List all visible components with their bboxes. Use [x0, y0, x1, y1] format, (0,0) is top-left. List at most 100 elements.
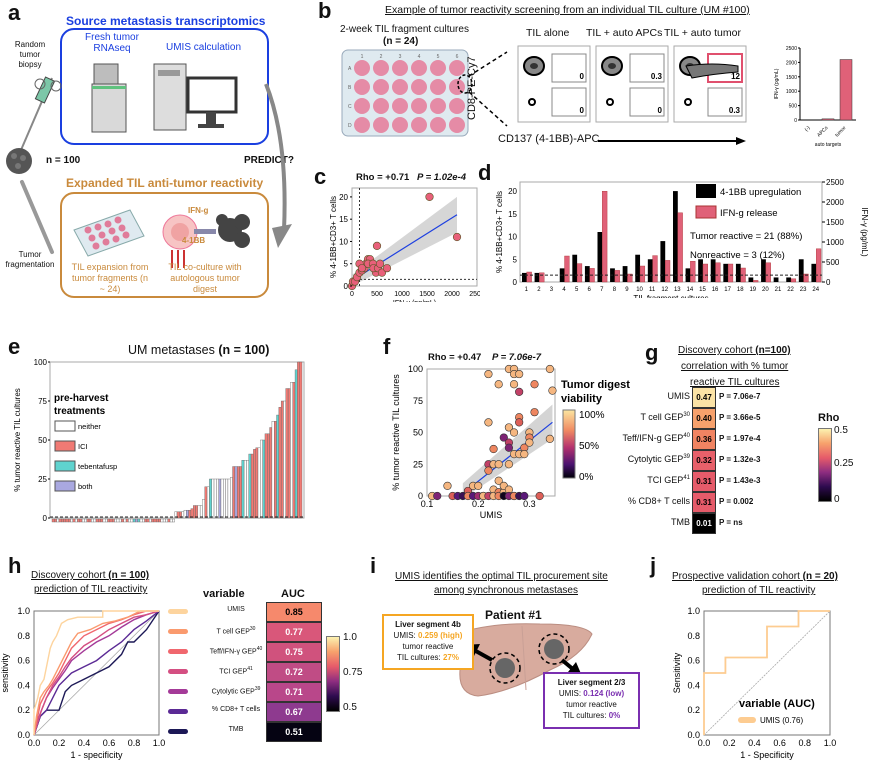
d-bar-ifn: [690, 260, 696, 283]
c-ytick-label: 10: [339, 237, 348, 246]
f-ytick-label: 50: [413, 428, 423, 438]
e-bar: [294, 369, 298, 519]
e-bar: [243, 460, 247, 519]
h-xtick-label: 0.6: [103, 738, 116, 748]
e-bar: [264, 433, 268, 519]
g-row-sup: 41: [683, 475, 690, 481]
j-diagonal: [703, 610, 831, 736]
e-bar: [211, 478, 215, 519]
f-point: [499, 433, 508, 442]
e-bar: [100, 518, 104, 523]
plate-well: [354, 98, 370, 114]
h-auc-cell: 0.85: [266, 602, 322, 622]
flow-contour-activated: [685, 63, 739, 79]
panel-f-label: f: [383, 334, 391, 359]
e-bar: [81, 518, 85, 523]
d-xtick-label: 22: [787, 287, 794, 293]
e-bar: [257, 447, 261, 519]
plate-well: [392, 98, 408, 114]
flow-contour-lower: [528, 98, 536, 106]
g-row-label: Cytolytic GEP39: [627, 454, 690, 464]
flow-x-arrow: [598, 137, 746, 145]
seg4b-line3: tumor reactive: [402, 642, 454, 651]
j-xtick-label: 0.6: [773, 738, 786, 748]
plate-well: [411, 117, 427, 133]
f-point: [504, 460, 514, 469]
g-pvalue: P = 7.06e-7: [719, 392, 761, 401]
e-bar: [116, 518, 120, 523]
h-ytick-label: 0.6: [17, 656, 30, 666]
e-legend-label: neither: [78, 422, 101, 431]
e-bar: [130, 518, 134, 523]
e-legend-label: tebentafusp: [78, 462, 117, 471]
j-ylabel: Sensitivity: [672, 652, 682, 693]
f-point: [474, 481, 483, 490]
d-xtick-label: 7: [600, 287, 604, 293]
f-xlabel: UMIS: [480, 510, 503, 520]
f-point: [484, 466, 493, 475]
c-xtick-label: 1000: [394, 291, 410, 298]
e-bar: [153, 518, 157, 523]
h-row-label: TCI GEP41: [219, 666, 253, 676]
e-title-bold: (n = 100): [218, 343, 270, 357]
h-xtick-label: 1.0: [153, 738, 166, 748]
d-xtick-label: 5: [575, 287, 579, 293]
flow-gate-upper: [629, 53, 665, 83]
g-heatmap: UMIS 0.47 P = 7.06e-7 T cell GEP30 0.40 P = 3…: [600, 387, 800, 547]
seg4b-umis-value: 0.259 (high): [418, 631, 463, 640]
e-bar: [109, 518, 113, 523]
e-bar: [220, 478, 224, 519]
h-auc-header: AUC: [281, 588, 305, 600]
d-bar-ifn: [665, 260, 671, 283]
f-cbar-title-1: Tumor digest: [561, 379, 630, 391]
b-xtick-label: (-): [804, 125, 812, 133]
e-bar: [121, 518, 124, 523]
seg4b-umis: UMIS: 0.259 (high): [384, 630, 472, 641]
d-ytick-right: 1500: [826, 218, 844, 227]
d-bar-ifn: [539, 272, 545, 283]
e-bar: [297, 361, 300, 519]
c-pval: P = 1.02e-4: [417, 172, 467, 183]
d-ytick-right: 2500: [826, 178, 844, 187]
plate-row-label: B: [348, 85, 352, 91]
f-point: [504, 423, 514, 432]
plate-col-label: 2: [380, 54, 383, 60]
h-title-1: Discovery cohort (n = 100): [31, 570, 149, 581]
g-pvalue: P = ns: [719, 518, 743, 527]
plate-well: [449, 117, 465, 133]
panel-c-label: c: [314, 164, 327, 189]
f-point: [515, 387, 524, 396]
d-bar-41bb: [584, 266, 590, 282]
h-title-1b: (n = 100): [108, 570, 150, 581]
j-legend-title: variable (AUC): [739, 698, 815, 710]
panel-h-label: h: [8, 553, 22, 578]
d-bar-41bb: [748, 277, 754, 282]
b-bar: [839, 59, 853, 121]
e-bar: [218, 478, 222, 519]
d-xtick-label: 21: [775, 287, 782, 293]
e-bar: [61, 518, 64, 523]
panel-b-label: b: [318, 0, 332, 23]
f-point: [494, 476, 503, 485]
j-roc-line: [703, 610, 830, 735]
h-frame: [33, 610, 160, 736]
panel-b-title: Example of tumor reactivity screening fr…: [385, 4, 750, 16]
flow-contour-core: [530, 63, 538, 69]
h-cbar-tick-1: 0.75: [343, 667, 363, 678]
e-bar: [262, 439, 266, 519]
d-xtick-label: 15: [699, 287, 706, 293]
well-plate-illustration: 1 2 3 4 5 6 A B C D: [341, 49, 469, 137]
source-transcriptomics-title: Source metastasis transcriptomics: [66, 14, 266, 28]
d-bar-41bb: [522, 272, 527, 282]
plate-well: [373, 79, 389, 95]
e-bar: [225, 478, 229, 519]
g-row-sup: 40: [683, 433, 690, 439]
h-legend-swatch: [168, 629, 188, 634]
e-bar: [299, 361, 303, 519]
h-ytick-label: 0.0: [17, 730, 30, 740]
e-bar: [128, 518, 131, 523]
d-bar-ifn: [652, 255, 658, 283]
d-ytick-right: 0: [826, 278, 831, 287]
h-row-sup: 40: [256, 646, 263, 652]
f-point: [515, 418, 524, 427]
